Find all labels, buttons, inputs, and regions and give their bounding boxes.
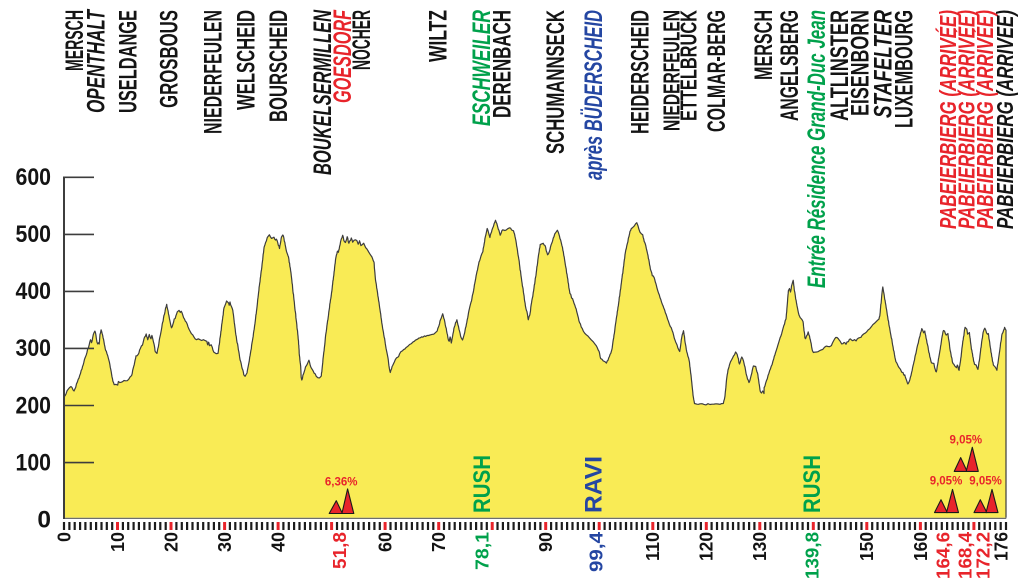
svg-text:NIEDERFEULEN: NIEDERFEULEN (200, 10, 228, 134)
svg-text:RUSH: RUSH (469, 455, 496, 513)
svg-text:40: 40 (268, 532, 289, 552)
svg-text:Entrée Résidence Grand-Duc Jea: Entrée Résidence Grand-Duc Jean (803, 10, 831, 288)
svg-text:NIEDERFEULEN: NIEDERFEULEN (658, 10, 684, 131)
svg-text:ETTELBRUCK: ETTELBRUCK (676, 10, 702, 121)
svg-text:9,05%: 9,05% (949, 434, 982, 446)
svg-text:RUSH: RUSH (799, 455, 826, 513)
svg-text:EISENBORN: EISENBORN (847, 10, 875, 116)
svg-text:PABEIERBIERG (ARRIVÉE): PABEIERBIERG (ARRIVÉE) (971, 10, 998, 229)
svg-text:COLMAR-BERG: COLMAR-BERG (703, 10, 731, 132)
svg-text:9,05%: 9,05% (969, 476, 1002, 488)
svg-text:0: 0 (37, 506, 51, 533)
svg-text:MERSCH: MERSCH (750, 10, 778, 80)
svg-text:PABEIERBIERG (ARRIVÉE): PABEIERBIERG (ARRIVÉE) (953, 10, 980, 229)
svg-text:200: 200 (16, 392, 52, 419)
svg-text:300: 300 (16, 335, 52, 362)
svg-text:10: 10 (107, 532, 128, 552)
svg-text:PABEIERBIERG (ARRIVEE): PABEIERBIERG (ARRIVEE) (992, 10, 1018, 229)
svg-text:78,1: 78,1 (471, 532, 492, 570)
svg-text:168,4: 168,4 (954, 531, 975, 579)
svg-text:NOCHER: NOCHER (348, 10, 376, 70)
svg-text:139,8: 139,8 (801, 532, 822, 579)
svg-text:110: 110 (642, 532, 663, 561)
svg-text:600: 600 (16, 164, 52, 191)
svg-text:400: 400 (16, 278, 52, 305)
svg-text:PABEIERBIERG (ARRIVÉE): PABEIERBIERG (ARRIVÉE) (934, 10, 961, 229)
svg-text:51,8: 51,8 (329, 532, 350, 569)
svg-text:70: 70 (428, 532, 449, 552)
svg-text:après BÜDERSCHEID: après BÜDERSCHEID (579, 10, 608, 180)
svg-text:90: 90 (535, 532, 556, 552)
svg-text:WILTZ: WILTZ (424, 10, 452, 62)
svg-text:6,36%: 6,36% (325, 477, 358, 489)
svg-text:60: 60 (375, 532, 396, 552)
svg-text:ALTLINSTER: ALTLINSTER (826, 10, 854, 121)
svg-text:9,05%: 9,05% (930, 476, 963, 488)
svg-text:120: 120 (696, 532, 717, 561)
svg-text:SCHUMANNSECK: SCHUMANNSECK (542, 10, 570, 154)
svg-text:GROSBOUS: GROSBOUS (156, 10, 184, 108)
svg-text:BOUKELSERMILLEN: BOUKELSERMILLEN (309, 9, 337, 175)
svg-text:HEIDERSCHEID: HEIDERSCHEID (627, 10, 655, 134)
svg-text:DERENBACH: DERENBACH (489, 10, 517, 118)
svg-text:100: 100 (16, 449, 52, 476)
svg-text:99,4: 99,4 (585, 531, 606, 572)
svg-text:130: 130 (749, 532, 770, 561)
svg-text:500: 500 (16, 221, 52, 248)
svg-text:150: 150 (856, 532, 877, 561)
svg-text:ANGELSBERG: ANGELSBERG (776, 10, 804, 121)
svg-text:BOURSCHEID: BOURSCHEID (265, 10, 293, 122)
svg-text:STAFELTER: STAFELTER (870, 10, 898, 118)
svg-text:USELDANGE: USELDANGE (114, 10, 142, 113)
svg-text:ESCHWEILER: ESCHWEILER (468, 10, 496, 126)
svg-text:164,6: 164,6 (932, 532, 953, 579)
svg-text:172,2: 172,2 (972, 532, 993, 579)
svg-text:0: 0 (53, 532, 74, 542)
svg-text:176: 176 (990, 532, 1011, 561)
svg-text:WELSCHEID: WELSCHEID (233, 10, 261, 110)
svg-text:LUXEMBOURG: LUXEMBOURG (891, 10, 919, 128)
svg-text:RAVI: RAVI (580, 456, 607, 513)
svg-text:GOESDORF: GOESDORF (329, 10, 357, 103)
svg-text:30: 30 (214, 532, 235, 552)
svg-text:20: 20 (160, 532, 181, 552)
svg-text:160: 160 (910, 532, 931, 561)
svg-text:OPENTHALT: OPENTHALT (83, 8, 111, 113)
svg-text:MERSCH: MERSCH (61, 10, 89, 71)
